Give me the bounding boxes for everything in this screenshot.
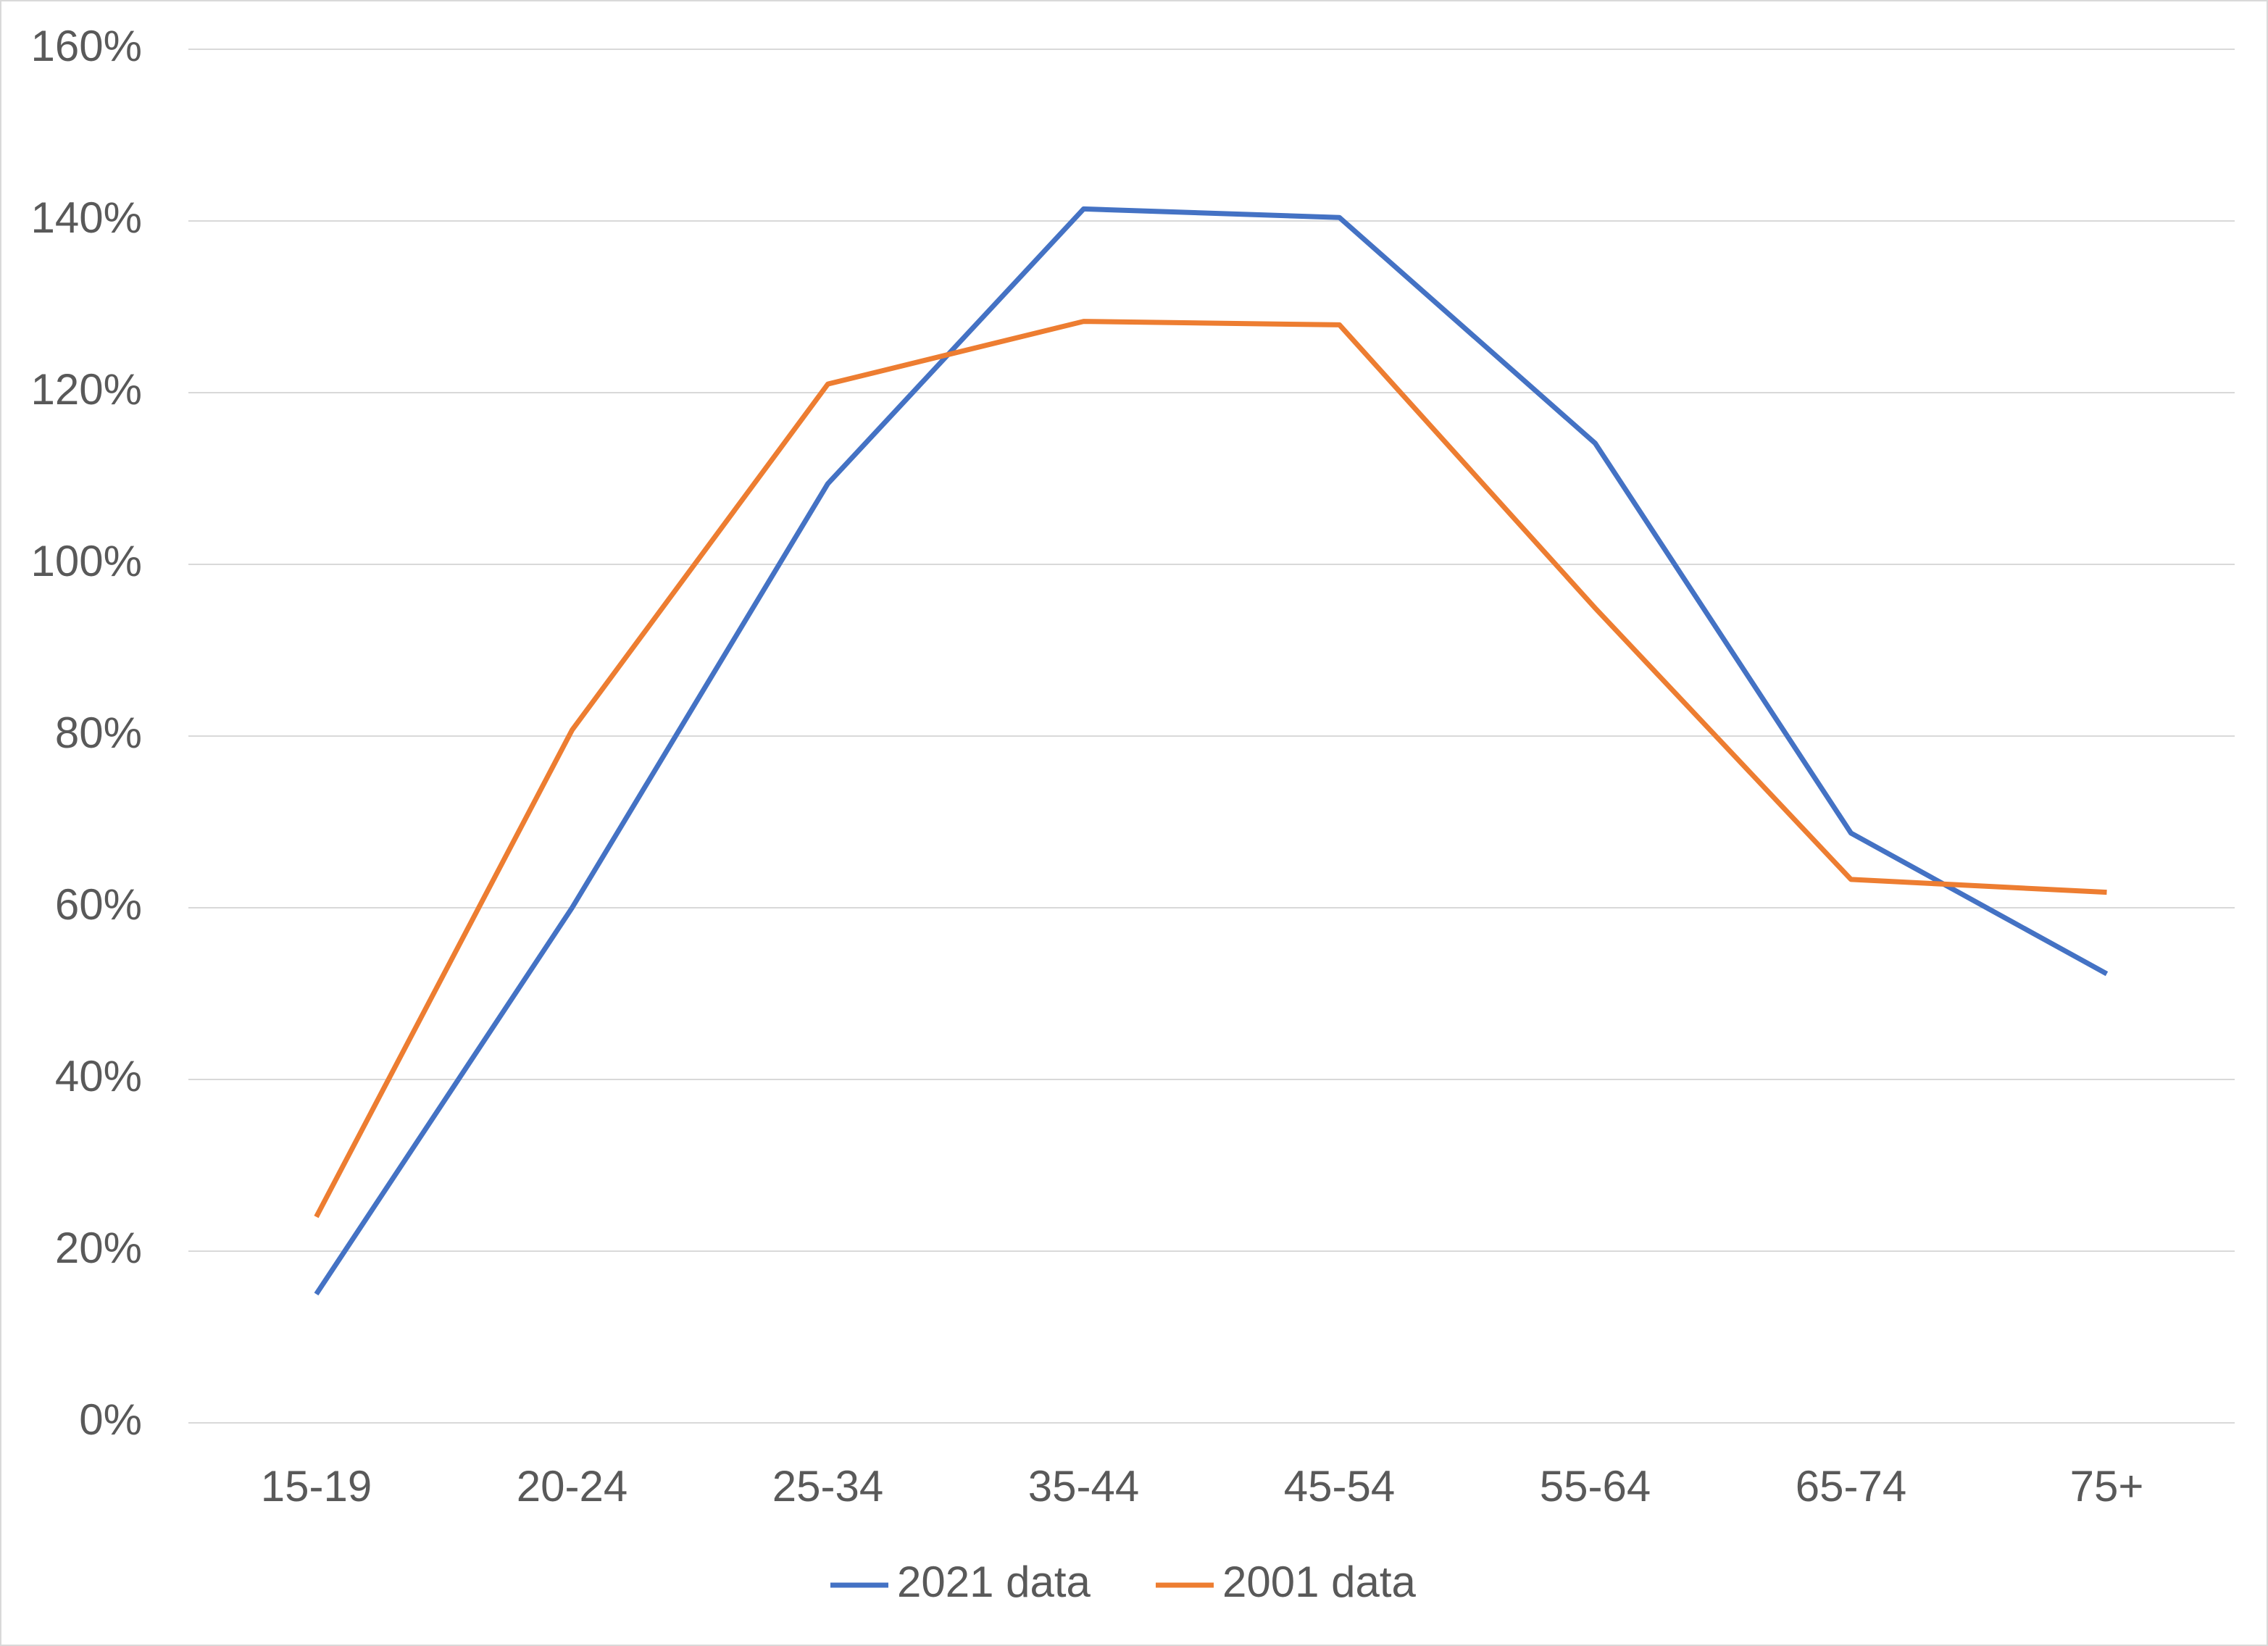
y-tick-label: 0% [79, 1395, 142, 1444]
y-tick-label: 60% [55, 880, 142, 929]
x-tick-label: 20-24 [517, 1462, 628, 1511]
x-tick-label: 15-19 [261, 1462, 372, 1511]
x-tick-label: 75+ [2070, 1462, 2144, 1511]
y-tick-label: 100% [31, 537, 142, 585]
x-tick-label: 25-34 [772, 1462, 883, 1511]
y-tick-label: 80% [55, 709, 142, 757]
legend-label: 2021 data [897, 1558, 1091, 1606]
y-tick-label: 160% [31, 22, 142, 70]
legend-label: 2001 data [1222, 1558, 1417, 1606]
y-tick-label: 120% [31, 365, 142, 414]
y-tick-label: 20% [55, 1224, 142, 1272]
series-line [314, 206, 2109, 1296]
x-tick-label: 55-64 [1540, 1462, 1651, 1511]
y-tick-label: 40% [55, 1052, 142, 1100]
x-tick-label: 45-54 [1284, 1462, 1395, 1511]
y-tick-label: 140% [31, 193, 142, 242]
x-tick-label: 65-74 [1796, 1462, 1906, 1511]
series-line [314, 319, 2107, 1219]
x-tick-label: 35-44 [1028, 1462, 1139, 1511]
